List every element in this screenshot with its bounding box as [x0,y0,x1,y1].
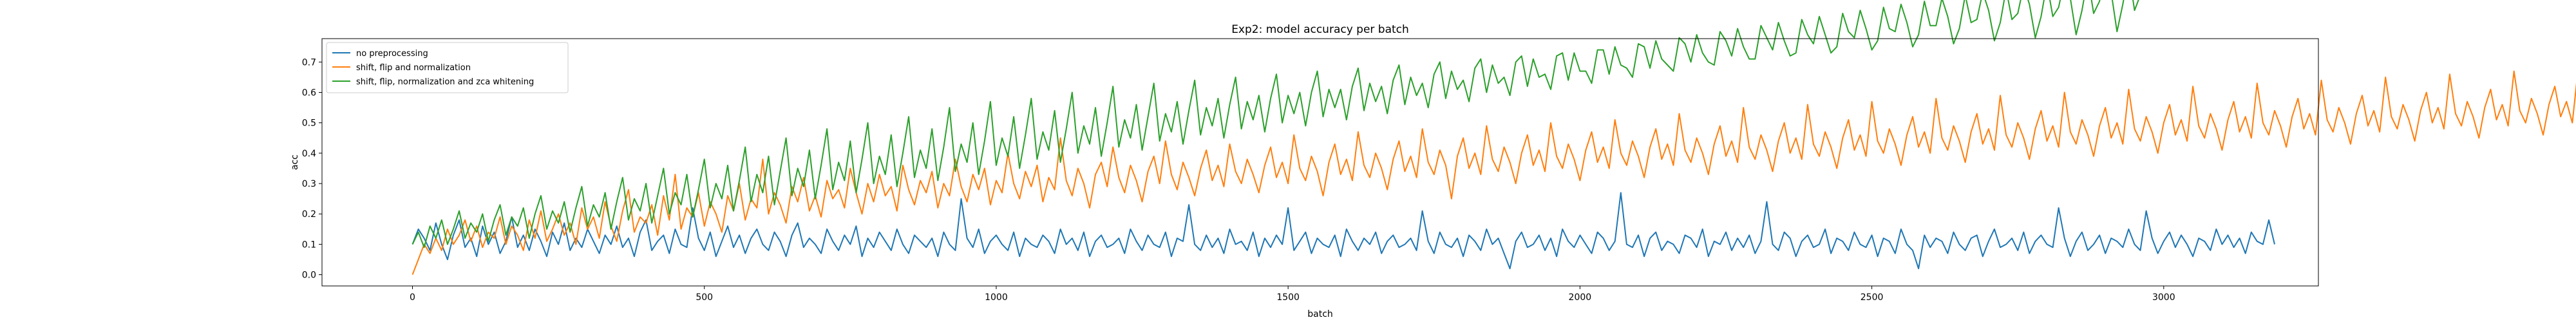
y-tick-label: 0.0 [302,270,316,281]
series-line-2 [412,70,2576,275]
legend-entry: shift, flip, normalization and zca white… [356,77,534,87]
legend-entry: shift, flip and normalization [356,63,471,73]
y-axis: 0.0 0.1 0.2 0.3 0.4 0.5 0.6 0.7 [302,57,322,281]
y-tick-label: 0.5 [302,118,316,129]
x-tick-label: 3000 [2152,292,2175,303]
y-axis-label: acc [290,155,300,170]
y-tick-label: 0.7 [302,57,316,68]
plot-area [321,0,2576,287]
x-tick-label: 2000 [1569,292,1592,303]
y-tick-label: 0.2 [302,209,316,220]
plot-frame [321,38,2319,287]
x-tick-label: 500 [696,292,713,303]
legend-entry: no preprocessing [356,49,428,59]
y-tick-label: 0.1 [302,240,316,250]
x-tick-label: 1500 [1276,292,1300,303]
x-axis-label: batch [1307,309,1333,319]
y-tick-label: 0.3 [302,179,316,189]
x-tick-label: 2500 [1861,292,1884,303]
legend-box [326,42,569,93]
legend: no preprocessing shift, flip and normaliz… [326,42,569,93]
x-tick-label: 1000 [985,292,1008,303]
series-line-3 [412,0,2139,249]
chart-title: Exp2: model accuracy per batch [1231,23,1409,36]
y-tick-label: 0.6 [302,88,316,98]
series-line-1 [412,192,2275,270]
x-tick-label: 0 [410,292,415,303]
y-tick-label: 0.4 [302,149,316,159]
x-axis: 0 500 1000 1500 2000 2500 3000 [410,286,2175,303]
